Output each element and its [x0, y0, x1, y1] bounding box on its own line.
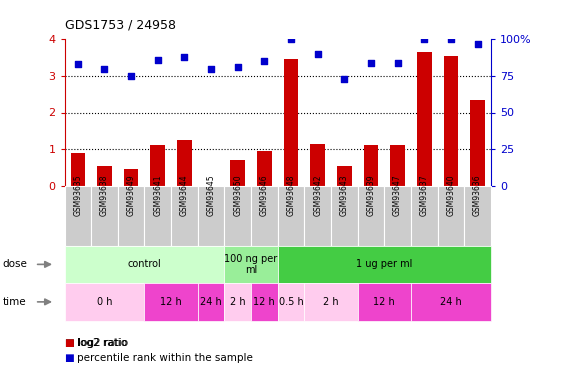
Text: GSM93647: GSM93647: [393, 174, 402, 216]
Point: [233, 64, 242, 70]
Text: GSM93635: GSM93635: [73, 174, 82, 216]
Bar: [444, 56, 458, 186]
Text: dose: dose: [3, 260, 27, 269]
Text: GSM93639: GSM93639: [366, 174, 375, 216]
Bar: [257, 151, 272, 186]
Text: 1 ug per ml: 1 ug per ml: [356, 260, 412, 269]
Text: GSM93649: GSM93649: [127, 174, 136, 216]
Bar: [71, 153, 85, 186]
Text: 0.5 h: 0.5 h: [279, 297, 304, 307]
Text: GSM93648: GSM93648: [287, 174, 296, 216]
Point: [366, 60, 375, 66]
Text: 24 h: 24 h: [200, 297, 222, 307]
Text: 100 ng per
ml: 100 ng per ml: [224, 254, 278, 275]
Bar: [97, 165, 112, 186]
Text: GDS1753 / 24958: GDS1753 / 24958: [65, 19, 176, 32]
Text: control: control: [127, 260, 162, 269]
Text: 12 h: 12 h: [374, 297, 395, 307]
Text: GSM93642: GSM93642: [313, 174, 322, 216]
Point: [447, 36, 456, 42]
Text: GSM93640: GSM93640: [447, 174, 456, 216]
Text: ■: ■: [65, 338, 74, 348]
Text: GSM93644: GSM93644: [180, 174, 189, 216]
Text: ■ log2 ratio: ■ log2 ratio: [65, 338, 128, 348]
Point: [260, 58, 269, 64]
Point: [473, 41, 482, 47]
Bar: [470, 100, 485, 186]
Text: GSM93638: GSM93638: [100, 174, 109, 216]
Text: 12 h: 12 h: [254, 297, 275, 307]
Point: [313, 51, 322, 57]
Text: time: time: [3, 297, 26, 307]
Bar: [284, 60, 298, 186]
Text: log2 ratio: log2 ratio: [77, 338, 127, 348]
Point: [100, 66, 109, 72]
Text: GSM93650: GSM93650: [233, 174, 242, 216]
Text: 0 h: 0 h: [96, 297, 112, 307]
Text: 2 h: 2 h: [323, 297, 339, 307]
Bar: [417, 52, 431, 186]
Bar: [364, 146, 378, 186]
Text: 2 h: 2 h: [230, 297, 246, 307]
Text: GSM93645: GSM93645: [206, 174, 215, 216]
Text: 24 h: 24 h: [440, 297, 462, 307]
Point: [340, 76, 349, 82]
Bar: [390, 146, 405, 186]
Text: 12 h: 12 h: [160, 297, 182, 307]
Point: [153, 57, 162, 63]
Bar: [177, 140, 192, 186]
Point: [206, 66, 215, 72]
Point: [127, 73, 136, 79]
Text: GSM93641: GSM93641: [153, 174, 162, 216]
Text: GSM93646: GSM93646: [260, 174, 269, 216]
Point: [287, 36, 296, 42]
Text: GSM93637: GSM93637: [420, 174, 429, 216]
Bar: [337, 165, 352, 186]
Point: [73, 61, 82, 67]
Bar: [231, 160, 245, 186]
Bar: [310, 144, 325, 186]
Point: [393, 60, 402, 66]
Text: GSM93636: GSM93636: [473, 174, 482, 216]
Point: [180, 54, 189, 60]
Bar: [150, 146, 165, 186]
Bar: [124, 169, 139, 186]
Point: [420, 36, 429, 42]
Text: ■: ■: [65, 353, 74, 363]
Text: GSM93643: GSM93643: [340, 174, 349, 216]
Text: percentile rank within the sample: percentile rank within the sample: [77, 353, 253, 363]
